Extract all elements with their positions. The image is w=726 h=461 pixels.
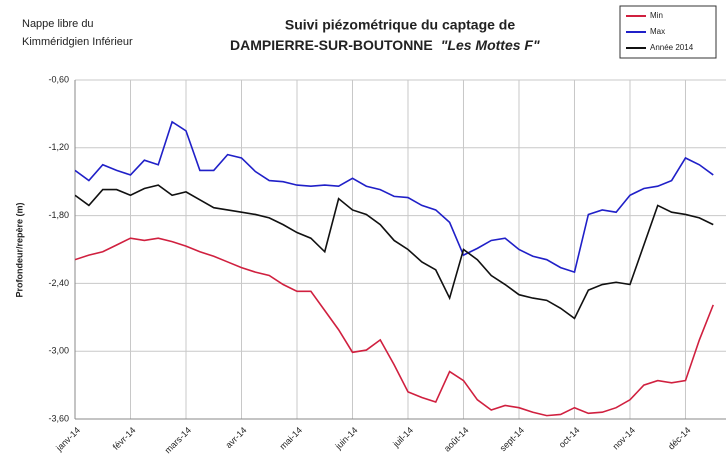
chart-title: DAMPIERRE-SUR-BOUTONNE "Les Mottes F": [230, 37, 540, 53]
y-tick-label: -0,60: [48, 74, 69, 84]
title-text: DAMPIERRE-SUR-BOUTONNE: [230, 37, 433, 53]
x-tick-label: janv-14: [53, 425, 82, 454]
x-tick-label: mai-14: [278, 425, 305, 452]
y-tick-label: -3,60: [48, 413, 69, 423]
legend-label: Max: [650, 27, 665, 36]
x-tick-label: août-14: [442, 425, 471, 454]
series-line: [75, 184, 714, 320]
x-tick-label: oct-14: [557, 425, 582, 450]
y-tick-label: -3,00: [48, 346, 69, 356]
x-tick-label: mars-14: [163, 425, 193, 455]
note-line: Nappe libre du: [22, 18, 94, 30]
y-axis-label: Profondeur/repère (m): [14, 202, 24, 297]
legend-label: Année 2014: [650, 43, 694, 52]
y-tick-label: -1,80: [48, 210, 69, 220]
series-line: [75, 237, 714, 417]
legend-label: Min: [650, 11, 663, 20]
x-tick-label: déc-14: [666, 425, 693, 452]
x-tick-label: juin-14: [333, 425, 360, 452]
x-tick-label: févr-14: [111, 425, 138, 452]
plot-area: [75, 120, 714, 417]
x-tick-label: sept-14: [498, 425, 526, 453]
title-italic: "Les Mottes F": [441, 37, 540, 53]
x-tick-label: nov-14: [611, 425, 638, 452]
series-line: [75, 120, 714, 274]
note-line: Kimméridgien Inférieur: [22, 36, 133, 48]
x-tick-label: avr-14: [223, 425, 248, 450]
y-tick-label: -1,20: [48, 142, 69, 152]
x-tick-label: juil-14: [390, 425, 415, 450]
y-tick-label: -2,40: [48, 278, 69, 288]
chart-title: Suivi piézométrique du captage de: [285, 17, 515, 33]
